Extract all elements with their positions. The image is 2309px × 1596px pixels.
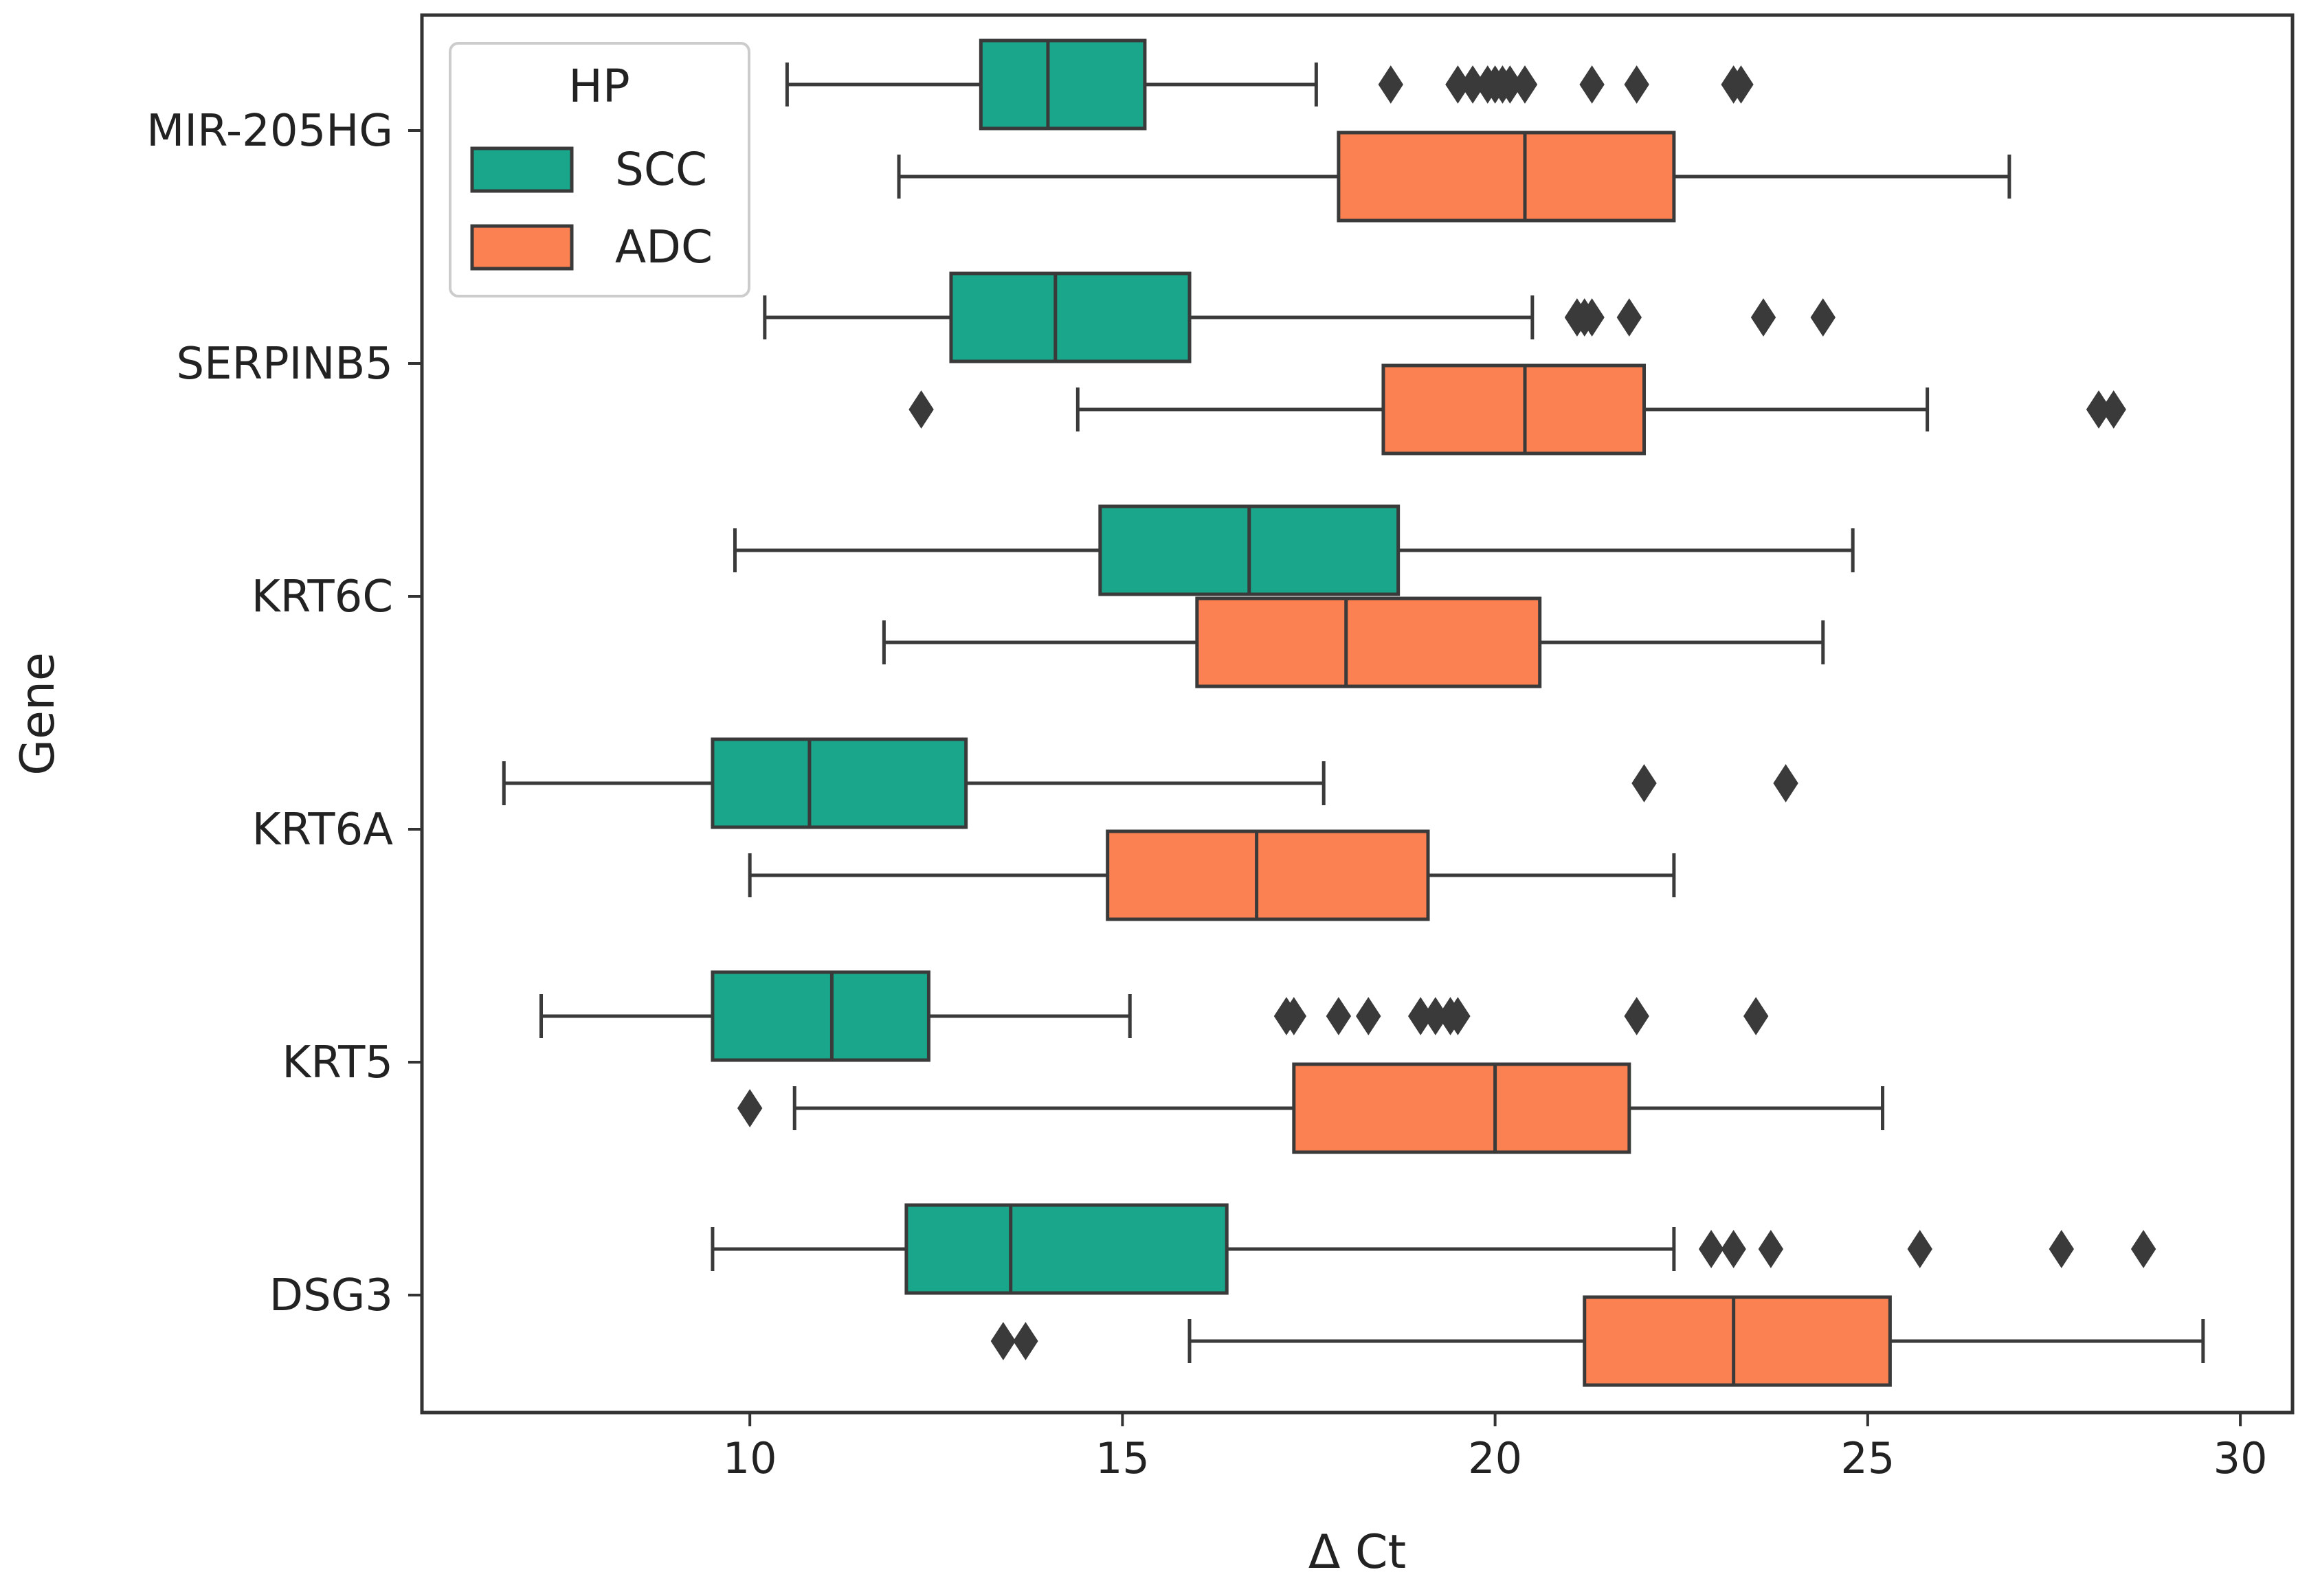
gene-label: KRT5 <box>282 1037 393 1088</box>
legend-label-adc: ADC <box>615 221 713 273</box>
outlier-marker <box>1907 1230 1932 1268</box>
legend-entries: SCC ADC <box>470 143 713 273</box>
outlier-marker <box>1728 65 1754 104</box>
x-axis-label: Δ Ct <box>1308 1525 1406 1580</box>
x-tick-label: 15 <box>1095 1433 1150 1483</box>
outlier-marker <box>1512 65 1538 104</box>
outlier-marker <box>2049 1230 2075 1268</box>
outlier-marker <box>2101 390 2126 429</box>
iqr-box <box>1195 596 1542 688</box>
gene-label: SERPINB5 <box>177 339 394 390</box>
outlier-marker <box>737 1089 763 1127</box>
box-group-adc <box>990 1295 2205 1387</box>
outlier-marker <box>1721 1230 1746 1268</box>
outlier-marker <box>1445 997 1471 1035</box>
y-axis-label: Gene <box>11 652 65 775</box>
outlier-marker <box>1758 1230 1784 1268</box>
legend: HP SCC ADC <box>449 42 750 297</box>
legend-title: HP <box>568 60 629 113</box>
outlier-marker <box>1773 764 1798 802</box>
iqr-box <box>1583 1295 1892 1387</box>
outlier-marker <box>1743 997 1769 1035</box>
iqr-box <box>1106 829 1430 921</box>
outlier-marker <box>1810 298 1836 337</box>
outlier-marker <box>1616 298 1642 337</box>
box-group-adc <box>882 596 1825 688</box>
outlier-marker <box>908 390 934 429</box>
outlier-marker <box>1624 997 1649 1035</box>
x-tick-label: 25 <box>1840 1433 1895 1483</box>
plot-content <box>502 38 2205 1387</box>
plot-frame <box>420 13 2295 1415</box>
iqr-box <box>979 38 1147 131</box>
gene-label: MIR-205HG <box>146 106 393 157</box>
outlier-marker <box>2130 1230 2156 1268</box>
box-group-scc <box>785 38 1754 131</box>
iqr-box <box>1292 1062 1631 1154</box>
gene-label: KRT6A <box>252 805 394 855</box>
iqr-box <box>1381 363 1647 456</box>
outlier-marker <box>1750 298 1776 337</box>
box-group-scc <box>763 271 1836 363</box>
outlier-marker <box>1624 65 1649 104</box>
x-tick-label: 30 <box>2213 1433 2268 1483</box>
iqr-box <box>1337 131 1676 223</box>
box-group-scc <box>539 970 1769 1062</box>
outlier-marker <box>1356 997 1381 1035</box>
outlier-marker <box>1378 65 1403 104</box>
outlier-marker <box>1698 1230 1724 1268</box>
iqr-box <box>711 970 930 1062</box>
box-group-adc <box>748 829 1676 921</box>
x-tick-label: 10 <box>723 1433 777 1483</box>
gene-label: KRT6C <box>252 572 393 622</box>
x-axis: 10 15 20 25 30 <box>723 1413 2268 1483</box>
legend-label-scc: SCC <box>615 143 707 196</box>
gene-label: DSG3 <box>269 1270 393 1321</box>
outlier-marker <box>1281 997 1307 1035</box>
outlier-marker <box>1579 65 1605 104</box>
iqr-box <box>949 271 1192 363</box>
legend-swatch-adc <box>470 224 574 271</box>
outlier-marker <box>1013 1322 1038 1360</box>
box-group-scc <box>711 1203 2156 1295</box>
y-axis: MIR-205HG SERPINB5 KRT6C KRT6A KRT5 DSG3 <box>146 106 422 1321</box>
box-group-adc <box>737 1062 1885 1154</box>
iqr-box <box>711 737 968 829</box>
box-group-adc <box>908 363 2126 456</box>
box-group-scc <box>733 504 1855 596</box>
box-group-adc <box>897 131 2011 223</box>
box-group-scc <box>502 737 1798 829</box>
iqr-box <box>904 1203 1229 1295</box>
x-tick-label: 20 <box>1468 1433 1522 1483</box>
outlier-marker <box>1631 764 1657 802</box>
legend-swatch-scc <box>470 146 574 193</box>
outlier-marker <box>990 1322 1016 1360</box>
outlier-marker <box>1326 997 1352 1035</box>
outlier-marker <box>1579 298 1605 337</box>
